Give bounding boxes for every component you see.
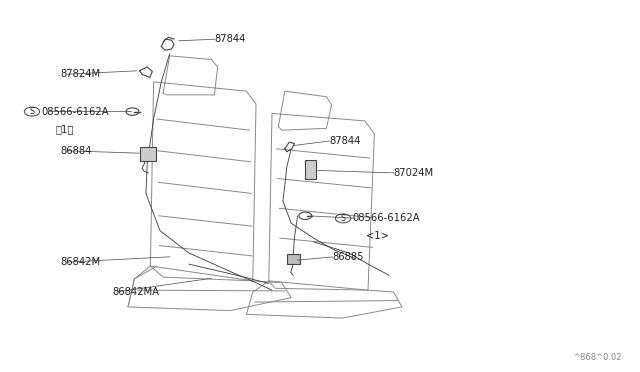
FancyBboxPatch shape bbox=[287, 254, 300, 264]
Text: S: S bbox=[340, 214, 346, 223]
Text: 08566-6162A: 08566-6162A bbox=[352, 214, 420, 223]
Text: 86842M: 86842M bbox=[61, 257, 101, 267]
Text: S: S bbox=[29, 107, 35, 116]
Text: 87844: 87844 bbox=[214, 34, 246, 44]
Text: 08566-6162A: 08566-6162A bbox=[41, 107, 109, 116]
Text: 87824M: 87824M bbox=[61, 70, 101, 79]
Text: 86885: 86885 bbox=[332, 252, 364, 262]
FancyBboxPatch shape bbox=[305, 160, 316, 179]
Text: ^868^0.02: ^868^0.02 bbox=[573, 353, 621, 362]
Text: （1）: （1） bbox=[55, 125, 74, 134]
Text: <1>: <1> bbox=[366, 231, 389, 241]
Text: 86842MA: 86842MA bbox=[112, 287, 159, 297]
Text: 86884: 86884 bbox=[61, 146, 92, 155]
FancyBboxPatch shape bbox=[140, 147, 156, 161]
Text: 87844: 87844 bbox=[330, 136, 361, 145]
Text: 87024M: 87024M bbox=[394, 168, 434, 178]
